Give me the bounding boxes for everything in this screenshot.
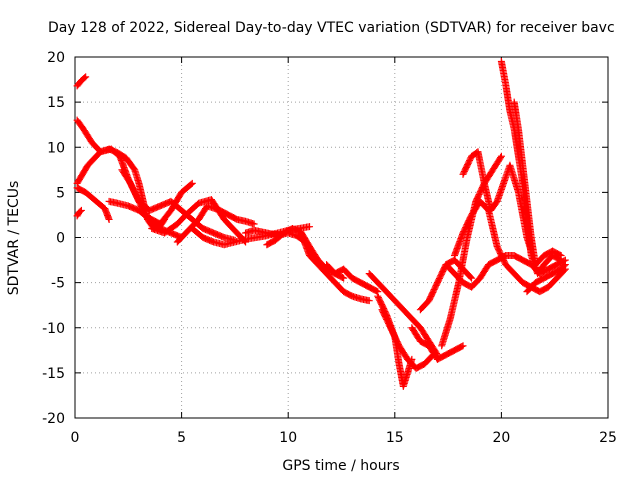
data-point <box>340 274 348 282</box>
chart-title: Day 128 of 2022, Sidereal Day-to-day VTE… <box>48 20 615 36</box>
data-point <box>556 251 564 259</box>
series-track-m <box>297 229 373 305</box>
data-point <box>187 180 195 188</box>
series-track-i <box>173 202 258 246</box>
series-track-b <box>73 206 85 220</box>
series-track-g <box>118 166 239 244</box>
series-track-c <box>73 116 169 232</box>
series-track-a <box>73 73 90 90</box>
data-point <box>77 206 85 214</box>
x-tick-label: 10 <box>279 430 297 446</box>
data-point <box>373 287 381 295</box>
x-axis-label: GPS time / hours <box>282 458 399 474</box>
data-point <box>468 274 476 282</box>
data-point <box>497 152 505 160</box>
y-tick-label: 20 <box>47 50 65 66</box>
series-track-d <box>73 184 113 223</box>
data-point <box>82 73 90 81</box>
x-tick-label: 0 <box>71 430 80 446</box>
y-axis-label: SDTVAR / TECUs <box>6 181 22 296</box>
x-tick-label: 20 <box>492 430 510 446</box>
y-tick-label: -15 <box>42 366 65 382</box>
y-tick-label: -20 <box>42 411 65 427</box>
series-track-r <box>408 324 467 363</box>
data-point <box>105 215 113 223</box>
y-tick-label: -5 <box>51 276 65 292</box>
data-points <box>73 58 569 390</box>
y-tick-label: -10 <box>42 321 65 337</box>
data-point <box>306 223 314 231</box>
series-track-q <box>378 306 437 372</box>
x-tick-label: 15 <box>386 430 404 446</box>
series-track-y <box>510 98 565 269</box>
data-point <box>557 252 565 260</box>
data-point <box>188 179 196 187</box>
series-track-n <box>323 261 382 296</box>
data-point <box>76 207 84 215</box>
data-point <box>458 342 466 350</box>
x-tick-label: 25 <box>599 430 617 446</box>
axis-ticks <box>74 56 609 419</box>
axis-tick-labels: 0 5 10 15 20 25 -20 -15 -10 -5 0 5 10 15 20 <box>42 50 617 446</box>
y-tick-label: 10 <box>47 140 65 156</box>
data-point <box>560 262 568 270</box>
y-tick-label: 5 <box>56 185 65 201</box>
data-point <box>250 220 258 228</box>
series-track-h <box>148 196 250 246</box>
data-point <box>81 74 89 82</box>
data-point <box>338 273 346 281</box>
y-tick-label: 0 <box>56 231 65 247</box>
data-point <box>561 261 569 269</box>
data-point <box>466 273 474 281</box>
series-track-o <box>365 270 441 359</box>
x-tick-label: 5 <box>177 430 186 446</box>
data-point <box>459 342 467 350</box>
grid-lines <box>75 57 608 418</box>
series-track-t <box>438 152 505 350</box>
series-track-z <box>523 261 569 296</box>
data-point <box>365 297 373 305</box>
y-tick-label: 15 <box>47 95 65 111</box>
data-point <box>497 154 505 162</box>
